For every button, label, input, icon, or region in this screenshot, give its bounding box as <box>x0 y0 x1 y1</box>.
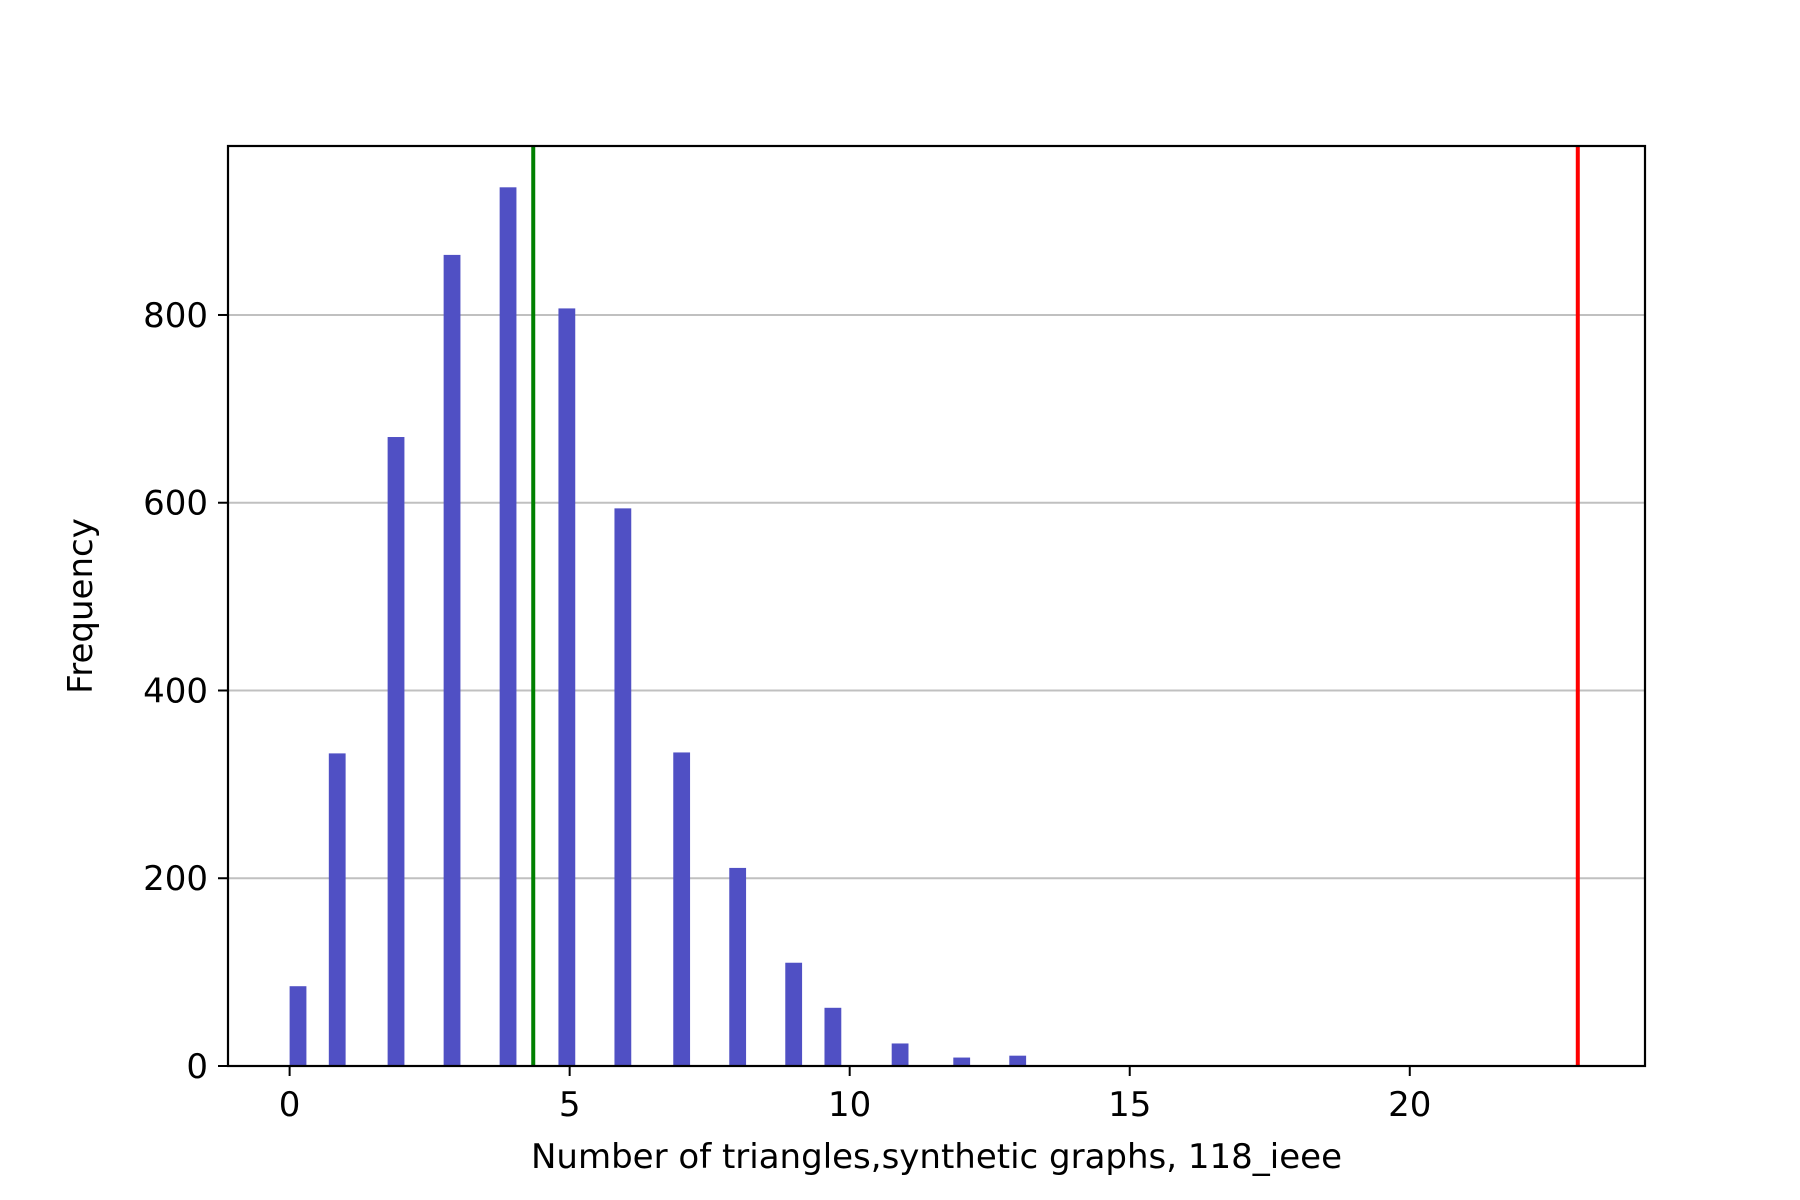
bar <box>729 867 747 1066</box>
bar <box>824 1007 842 1066</box>
x-tick-label: 5 <box>559 1085 581 1125</box>
x-tick-label: 20 <box>1388 1085 1431 1125</box>
y-tick-label: 800 <box>143 296 208 336</box>
bar <box>1009 1055 1027 1066</box>
bar <box>328 753 346 1066</box>
bar <box>443 254 461 1067</box>
y-tick-label: 400 <box>143 671 208 711</box>
bar <box>499 187 517 1066</box>
x-axis: 0 5 10 15 20 <box>279 1066 1431 1125</box>
bar <box>558 308 576 1066</box>
x-axis-label: Number of triangles,synthetic graphs, 11… <box>531 1137 1342 1177</box>
y-axis: 0 200 400 600 800 <box>143 296 228 1087</box>
bar <box>673 752 691 1066</box>
x-tick-label: 10 <box>828 1085 871 1125</box>
y-tick-label: 200 <box>143 859 208 899</box>
x-tick-label: 0 <box>279 1085 301 1125</box>
bar <box>387 437 405 1067</box>
bar <box>614 508 632 1067</box>
bar <box>785 962 803 1066</box>
reference-lines <box>531 146 1580 1066</box>
y-tick-label: 0 <box>186 1047 208 1087</box>
plot-frame <box>226 144 1647 1068</box>
bar <box>953 1057 971 1066</box>
y-tick-label: 600 <box>143 484 208 524</box>
bar <box>891 1043 909 1066</box>
bars <box>289 187 1027 1067</box>
bar <box>289 986 307 1066</box>
x-tick-label: 15 <box>1108 1085 1151 1125</box>
grid-lines <box>228 313 1645 880</box>
y-axis-label: Frequency <box>61 518 101 694</box>
